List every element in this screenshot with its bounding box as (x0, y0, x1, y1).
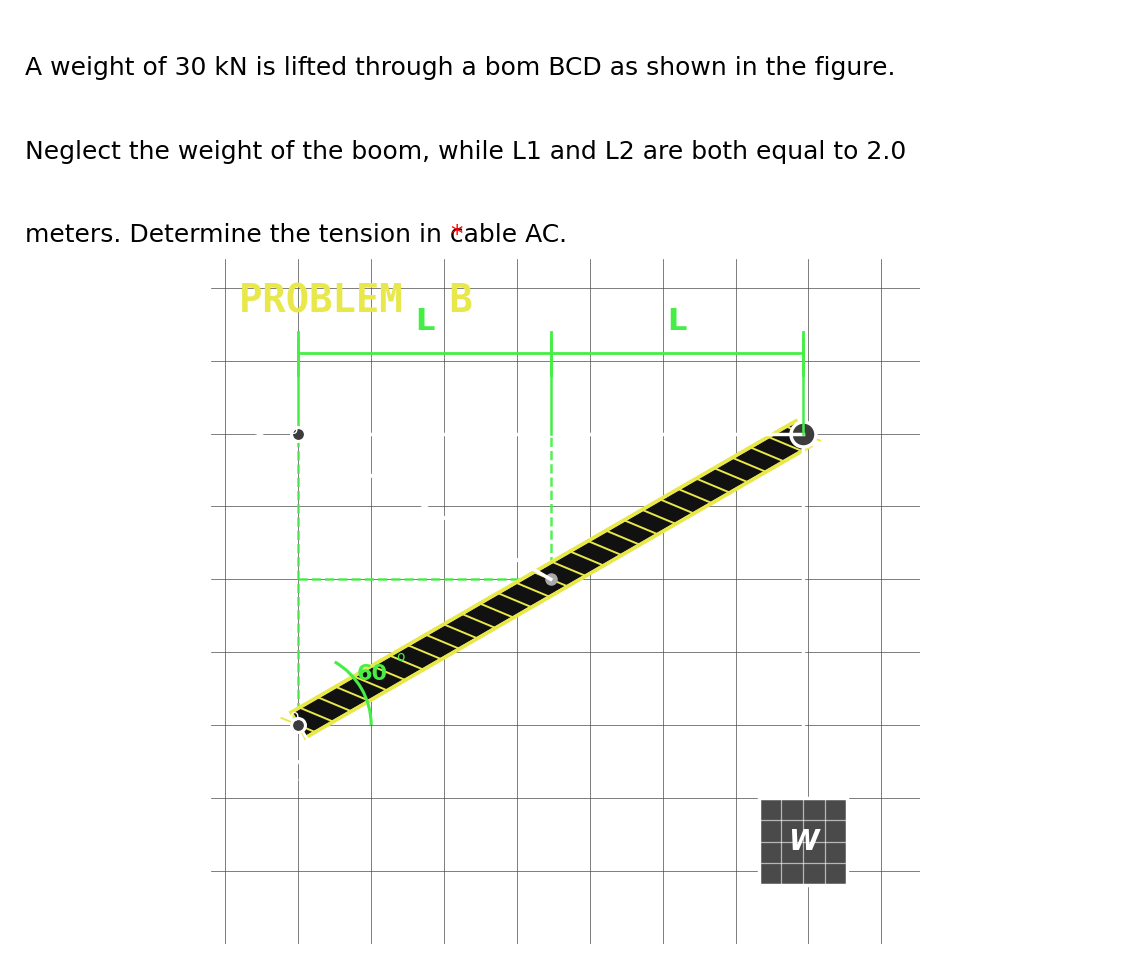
Text: L: L (415, 307, 434, 336)
Text: A weight of 30 kN is lifted through a bom BCD as shown in the figure.: A weight of 30 kN is lifted through a bo… (25, 56, 896, 80)
Text: W: W (788, 828, 819, 855)
Polygon shape (291, 421, 810, 738)
Text: *: * (450, 223, 462, 247)
Text: PROBLEM  B: PROBLEM B (240, 283, 472, 321)
Text: C: C (566, 609, 586, 638)
Text: o: o (288, 422, 297, 437)
Text: o: o (396, 650, 405, 664)
Text: meters. Determine the tension in cable AC.: meters. Determine the tension in cable A… (25, 223, 575, 247)
Text: B: B (313, 743, 334, 772)
Text: L: L (667, 307, 686, 336)
Bar (759, 798, 847, 885)
Text: o: o (289, 709, 299, 723)
Text: D: D (825, 448, 848, 476)
Text: 60: 60 (357, 664, 388, 684)
Text: A: A (316, 452, 338, 480)
Text: Neglect the weight of the boom, while L1 and L2 are both equal to 2.0: Neglect the weight of the boom, while L1… (25, 140, 906, 164)
